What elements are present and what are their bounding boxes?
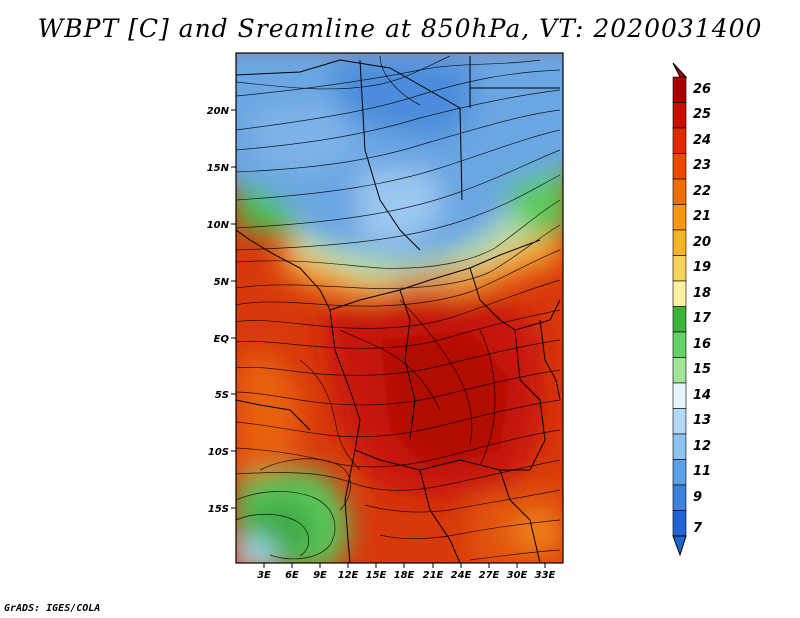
- map-title: WBPT [C] and Sreamline at 850hPa, VT: 20…: [37, 14, 763, 43]
- lon-tick: 9E: [313, 563, 327, 581]
- lon-tick: 3E: [257, 563, 271, 581]
- colorbar-label: 14: [693, 388, 711, 403]
- lon-tick: 6E: [285, 563, 299, 581]
- lon-tick: 33E: [535, 563, 556, 581]
- colorbar-label: 12: [693, 439, 711, 454]
- colorbar-segment: [672, 433, 687, 460]
- colorbar-segment: [672, 178, 687, 205]
- lat-tick: EQ: [214, 334, 236, 345]
- colorbar-label: 7: [693, 521, 703, 536]
- colorbar-segment: [672, 280, 687, 307]
- lat-label: 5N: [214, 277, 230, 288]
- lat-tick: 5N: [214, 277, 236, 288]
- colorbar-top-arrow: [672, 62, 688, 78]
- lon-tick: 12E: [338, 563, 359, 581]
- latitude-axis: 20N 15N 10N 5N EQ 5S 10S 15S: [207, 106, 236, 515]
- lon-tick: 15E: [366, 563, 387, 581]
- colorbar-segment: [672, 204, 687, 231]
- lon-label: 9E: [313, 570, 327, 581]
- colorbar-segment: [672, 357, 687, 384]
- colorbar-label: 17: [693, 311, 712, 326]
- lon-tick: 27E: [479, 563, 500, 581]
- colorbar-segment: [672, 102, 687, 129]
- colorbar-label: 21: [693, 209, 711, 224]
- colorbar: 26 25 24 23 22 21 20 19 18 17 16 15 14 1…: [672, 62, 712, 557]
- lon-tick: 18E: [394, 563, 415, 581]
- longitude-axis: 3E 6E 9E 12E 15E 18E 21E 24E 27E 30E 33E: [257, 563, 556, 581]
- lat-tick: 20N: [207, 106, 236, 117]
- colorbar-segment: [672, 331, 687, 358]
- lat-label: 15S: [208, 504, 229, 515]
- colorbar-segment: [672, 408, 687, 435]
- lon-label: 24E: [451, 570, 472, 581]
- lon-tick: 21E: [423, 563, 444, 581]
- lon-tick: 30E: [507, 563, 528, 581]
- lat-tick: 10N: [207, 220, 236, 231]
- lon-label: 18E: [394, 570, 415, 581]
- colorbar-segment: [672, 153, 687, 180]
- lat-label: 10S: [208, 447, 229, 458]
- colorbar-segment: [672, 127, 687, 154]
- lon-label: 21E: [423, 570, 444, 581]
- colorbar-segment: [672, 510, 687, 537]
- colorbar-label: 15: [693, 362, 711, 377]
- colorbar-segment: [672, 306, 687, 333]
- wbpt-field: [236, 53, 563, 563]
- colorbar-segment: [672, 382, 687, 409]
- grads-credit: GrADS: IGES/COLA: [4, 603, 101, 614]
- colorbar-label: 18: [693, 286, 711, 301]
- colorbar-label: 16: [693, 337, 711, 352]
- lon-label: 6E: [285, 570, 299, 581]
- colorbar-label: 22: [693, 184, 711, 199]
- colorbar-segment: [672, 459, 687, 486]
- lat-tick: 15N: [207, 163, 236, 174]
- lon-label: 33E: [535, 570, 556, 581]
- lon-label: 30E: [507, 570, 528, 581]
- colorbar-segment: [672, 484, 687, 511]
- map-frame: [235, 52, 564, 564]
- lon-label: 12E: [338, 570, 359, 581]
- lat-tick: 10S: [208, 447, 236, 458]
- colorbar-label: 26: [693, 82, 711, 97]
- country-borders: [236, 56, 561, 563]
- colorbar-segment: [672, 255, 687, 282]
- colorbar-label: 19: [693, 260, 711, 275]
- lat-label: 5S: [215, 390, 229, 401]
- colorbar-segment: [672, 76, 687, 103]
- lat-label: 10N: [207, 220, 230, 231]
- colorbar-label: 25: [693, 107, 711, 122]
- lat-label: 15N: [207, 163, 230, 174]
- colorbar-bottom-arrow: [672, 535, 687, 557]
- lat-label: 20N: [207, 106, 230, 117]
- colorbar-label: 11: [693, 464, 711, 479]
- lon-label: 27E: [479, 570, 500, 581]
- colorbar-label: 13: [693, 413, 711, 428]
- lon-label: 3E: [257, 570, 271, 581]
- colorbar-segment: [672, 229, 687, 256]
- streamlines: [236, 55, 561, 561]
- lat-tick: 15S: [208, 504, 236, 515]
- colorbar-label: 20: [693, 235, 711, 250]
- lat-label: EQ: [214, 334, 230, 345]
- colorbar-label: 23: [693, 158, 711, 173]
- lon-tick: 24E: [451, 563, 472, 581]
- colorbar-label: 9: [693, 490, 702, 505]
- lon-label: 15E: [366, 570, 387, 581]
- lat-tick: 5S: [215, 390, 236, 401]
- colorbar-label: 24: [693, 133, 711, 148]
